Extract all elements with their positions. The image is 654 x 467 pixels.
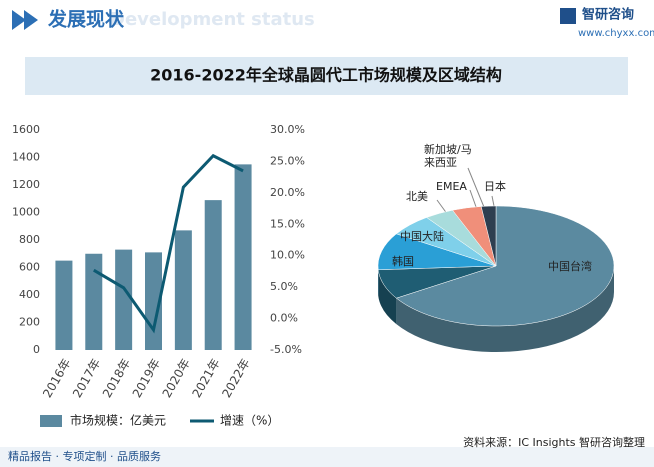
pie-label: 中国大陆 [400,230,444,243]
y-tick-label: 600 [19,261,40,274]
y-tick-label: 0 [33,343,40,356]
y-tick-label: 1600 [12,123,40,136]
y-tick-label: 1000 [12,206,40,219]
y2-tick-label: 0.0% [270,312,298,325]
x-tick-label: 2022年 [219,356,252,400]
url: www.chyxx.com [578,28,654,39]
header-watermark: Development status [110,9,315,30]
pie-slice [395,205,615,327]
pie-label: 新加坡/马来西亚 [424,143,472,169]
bar [174,230,192,350]
footer: 精品报告 · 专项定制 · 品质服务 [8,449,161,463]
x-tick-label: 2016年 [40,356,73,400]
y2-tick-label: 15.0% [270,217,305,230]
pie-label: EMEA [436,180,467,193]
bar [85,253,103,350]
y-tick-label: 200 [19,316,40,329]
logo-icon [560,8,576,24]
title-bg [25,57,628,95]
y2-tick-label: 25.0% [270,154,305,167]
x-tick-label: 2020年 [160,356,193,400]
pie-label: 中国台湾 [548,260,592,273]
chart-title: 2016-2022年全球晶圆代工市场规模及区域结构 [150,66,502,85]
x-tick-label: 2019年 [130,356,163,400]
y2-tick-label: 10.0% [270,249,305,262]
pie-slice [377,233,497,271]
leader [491,195,495,207]
bar [55,260,73,350]
legend-key [40,415,62,427]
pie-slice [480,205,497,267]
source: 资料来源：IC Insights 智研咨询整理 [463,435,645,449]
y2-tick-label: 30.0% [270,123,305,136]
y-tick-label: 800 [19,233,40,246]
pie-label: 日本 [484,180,506,193]
y-tick-label: 1400 [12,151,40,164]
header-title: 发展现状 [47,8,125,31]
pie-label: 韩国 [392,255,414,268]
leader [467,167,487,213]
brand: 智研咨询 [582,7,634,23]
pie-label: 北美 [406,190,428,203]
legend-label: 市场规模：亿美元 [70,413,166,428]
y2-tick-label: 5.0% [270,280,298,293]
y2-tick-label: -5.0% [270,343,302,356]
x-tick-label: 2018年 [100,356,133,400]
y2-tick-label: 20.0% [270,186,305,199]
pie-wall [396,266,614,352]
footer-bg [0,447,654,467]
y-tick-label: 1200 [12,178,40,191]
legend-label: 增速（%） [220,414,279,428]
header-bg [0,0,654,40]
x-tick-label: 2021年 [189,356,222,400]
bar [115,249,133,350]
x-tick-label: 2017年 [70,356,103,400]
bar [204,200,222,350]
bar [234,164,252,350]
line [93,153,244,334]
header-icon [12,10,38,30]
y-tick-label: 400 [19,288,40,301]
